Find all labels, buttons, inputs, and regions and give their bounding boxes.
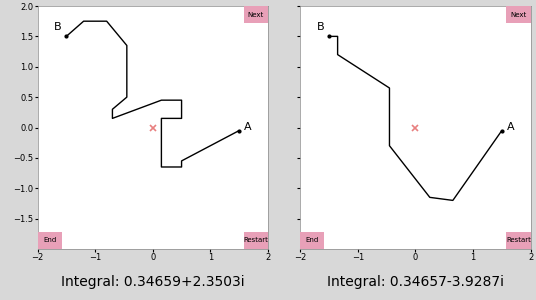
Text: B: B bbox=[317, 22, 324, 32]
Bar bbox=[38, 232, 62, 249]
Text: Integral: 0.34659+2.3503i: Integral: 0.34659+2.3503i bbox=[61, 275, 244, 289]
Bar bbox=[300, 232, 324, 249]
Bar bbox=[507, 232, 531, 249]
Text: Next: Next bbox=[248, 11, 264, 17]
Text: A: A bbox=[507, 122, 514, 133]
Text: End: End bbox=[306, 238, 319, 244]
Text: End: End bbox=[43, 238, 56, 244]
Text: B: B bbox=[54, 22, 62, 32]
Bar bbox=[244, 6, 268, 23]
Text: A: A bbox=[244, 122, 251, 133]
Bar bbox=[507, 6, 531, 23]
Text: Integral: 0.34657-3.9287i: Integral: 0.34657-3.9287i bbox=[327, 275, 504, 289]
Bar bbox=[244, 232, 268, 249]
Text: Restart: Restart bbox=[506, 238, 531, 244]
Text: Restart: Restart bbox=[243, 238, 269, 244]
Text: Next: Next bbox=[510, 11, 527, 17]
